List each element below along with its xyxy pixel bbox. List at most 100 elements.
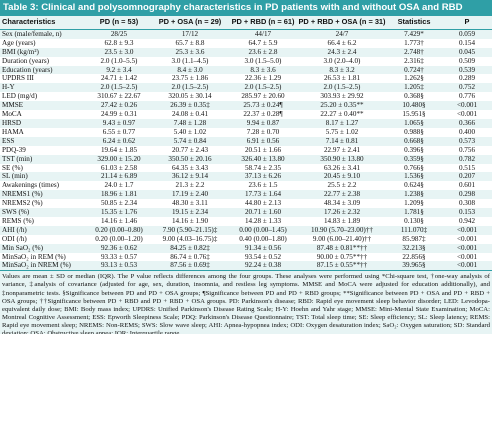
- table-cell: 22.97 ± 2.41: [298, 145, 386, 155]
- table-cell: 58.74 ± 2.35: [228, 163, 298, 173]
- column-header: Characteristics: [0, 15, 86, 30]
- table-body: Sex (male/female, n) 28/25 17/12 44/17 24/7 7…: [0, 29, 492, 272]
- table-cell: 26.39 ± 0.35‡: [170, 101, 210, 110]
- table-cell: 22.37 ± 0.28¶: [228, 110, 298, 119]
- table-cell: 23.6 ± 1.5: [228, 181, 298, 191]
- table-cell: 91.34 ± 0.56: [244, 243, 282, 252]
- table-cell: 26.53 ± 1.81: [298, 74, 386, 84]
- header-row: Characteristics PD (n = 53) PD + OSA (n …: [0, 15, 492, 30]
- table-row: HRSD 9.43 ± 0.97 7.48 ± 1.28 9.94 ± 0.87 8.1…: [0, 119, 492, 128]
- table-cell: 2.0 (1.5–2.5): [323, 83, 361, 92]
- row-label: MMSE: [2, 101, 24, 110]
- row-label: Min SaO₂ (%): [2, 243, 43, 252]
- table-cell: 0.00 (0.00–1.45): [239, 225, 287, 234]
- table-cell: 93.33 ± 0.57: [86, 252, 152, 262]
- table-cell: 1.209§: [386, 199, 442, 209]
- table-row: Age (years) 62.8 ± 9.3 65.7 ± 8.8 64.7 ± 5.…: [0, 38, 492, 48]
- table-cell: 15.951§: [386, 110, 442, 119]
- table-cell: 14.28 ± 1.33: [228, 216, 298, 226]
- row-label: NREMS2 (%): [0, 199, 86, 209]
- table-row: Min SaO₂ (%) 92.36 ± 0.62 84.25 ± 0.82‡ 91.…: [0, 244, 492, 253]
- table-cell: 0.573: [458, 136, 476, 145]
- table-cell: 7.429*: [404, 29, 424, 38]
- table-row: PDQ-39 19.64 ± 1.85 20.77 ± 2.43 20.51 ± 1.…: [0, 145, 492, 155]
- table-row: SWS (%) 15.35 ± 1.76 19.15 ± 2.34 20.71 ± 1…: [0, 208, 492, 217]
- row-label: HRSD: [2, 118, 22, 127]
- table-cell: 1.065§: [404, 118, 424, 127]
- table-cell: 87.48 ± 0.81**††: [316, 243, 368, 252]
- table-cell: 24.08 ± 0.41: [152, 110, 228, 119]
- table-cell: 18.96 ± 1.81: [100, 190, 138, 199]
- table-cell: 24.71 ± 1.42: [86, 74, 152, 84]
- table-row: SE (%) 61.03 ± 2.58 64.35 ± 3.43 58.74 ± 2.…: [0, 163, 492, 173]
- table-cell: 8.17 ± 1.27: [325, 118, 359, 127]
- table-cell: 0.308: [442, 199, 492, 209]
- table-cell: 1.205‡: [404, 83, 424, 92]
- table-cell: 64.7 ± 5.9: [228, 38, 298, 48]
- table-cell: 1.781§: [404, 208, 424, 217]
- table-title: Table 3: Clinical and polysomnography ch…: [0, 0, 492, 15]
- table-cell: <0.001: [442, 110, 492, 119]
- table-cell: 39.965§: [386, 261, 442, 272]
- row-label: NREMS1 (%): [2, 190, 43, 199]
- table-cell: 0.154: [442, 38, 492, 48]
- table-row: ESS 6.24 ± 0.62 5.74 ± 0.84 6.91 ± 0.56 7.14…: [0, 137, 492, 146]
- table-cell: 0.153: [458, 208, 476, 217]
- table-cell: 2.0 (1.0–5.5): [86, 56, 152, 66]
- table-cell: 6.55 ± 0.77: [86, 127, 152, 137]
- table-row: TST (min) 329.00 ± 15.20 350.50 ± 20.16 326…: [0, 155, 492, 164]
- table-cell: 0.207: [458, 172, 476, 181]
- table-cell: 17.26 ± 2.32: [323, 208, 361, 217]
- table-cell: 32.213§: [402, 243, 426, 252]
- table-cell: 27.42 ± 0.26: [100, 101, 138, 110]
- table-cell: 5.75 ± 1.02: [298, 127, 386, 137]
- table-cell: 20.45 ± 9.10: [323, 172, 361, 181]
- table-cell: 0.942: [442, 216, 492, 226]
- table-cell: <0.001: [456, 243, 478, 252]
- table-cell: 22.77 ± 2.38: [323, 190, 361, 199]
- table-cell: 92.36 ± 0.62: [100, 243, 138, 252]
- row-label: AHI (/h): [2, 225, 27, 234]
- table-cell: 19.64 ± 1.85: [86, 145, 152, 155]
- table-cell: 6.24 ± 0.62: [102, 136, 136, 145]
- table-cell: 66.4 ± 6.2: [298, 38, 386, 48]
- row-label: SL (min): [2, 172, 28, 181]
- table-cell: 0.366: [458, 118, 476, 127]
- table-cell: 24.3 ± 2.4: [327, 47, 357, 56]
- table-cell: 25.20 ± 0.35**: [320, 101, 364, 110]
- table-cell: 0.756: [442, 145, 492, 155]
- table-cell: 285.97 ± 20.60: [228, 92, 298, 102]
- table-cell: 9.94 ± 0.87: [246, 118, 280, 127]
- table-row: Awakenings (times) 24.0 ± 1.7 21.3 ± 2.2 23…: [0, 181, 492, 191]
- table-cell: 17.73 ± 1.64: [244, 190, 282, 199]
- table-cell: 0.752: [458, 83, 476, 92]
- table-cell: 0.776: [442, 92, 492, 102]
- table-row: SL (min) 21.14 ± 6.89 36.12 ± 9.14 37.13 ± …: [0, 172, 492, 181]
- table-cell: 20.77 ± 2.43: [152, 145, 228, 155]
- table-cell: 20.71 ± 1.60: [244, 208, 282, 217]
- table-cell: 87.15 ± 0.55**††: [298, 261, 386, 272]
- table-cell: 6.91 ± 0.56: [246, 136, 280, 145]
- table-row: LED (mg/d) 310.67 ± 22.67 320.05 ± 30.14 28…: [0, 92, 492, 102]
- column-header: PD + RBD (n = 61): [228, 15, 298, 30]
- row-label: Awakenings (times): [0, 181, 86, 191]
- table-cell: 93.54 ± 0.52: [228, 252, 298, 262]
- table-cell: 65.7 ± 8.8: [152, 38, 228, 48]
- table-cell: 0.40 (0.00–1.80): [228, 234, 298, 244]
- table-row: UPDRS III 24.71 ± 1.42 23.75 ± 1.86 22.36 ±…: [0, 74, 492, 84]
- table-cell: 329.00 ± 15.20: [97, 154, 141, 163]
- column-header: PD + RBD + OSA (n = 31): [298, 15, 386, 30]
- table-cell: 24.99 ± 0.31: [86, 110, 152, 119]
- table-cell: 0.988§: [386, 127, 442, 137]
- table-cell: 0.766§: [386, 163, 442, 173]
- table-cell: 48.34 ± 3.09: [298, 199, 386, 209]
- table-cell: 7.28 ± 0.70: [228, 127, 298, 137]
- table-cell: 87.56 ± 0.69‡: [152, 261, 228, 272]
- table-cell: 0.20 (0.00–0.80): [95, 225, 143, 234]
- row-label: ODI (/h): [0, 234, 86, 244]
- table-cell: <0.001: [456, 225, 478, 234]
- table-cell: 7.90 (5.90–21.15)‡: [162, 225, 218, 234]
- table-cell: 0.045: [458, 47, 476, 56]
- row-label: BMI (kg/m²): [2, 47, 39, 56]
- table-cell: 3.0 (1.1–4.5): [152, 56, 228, 66]
